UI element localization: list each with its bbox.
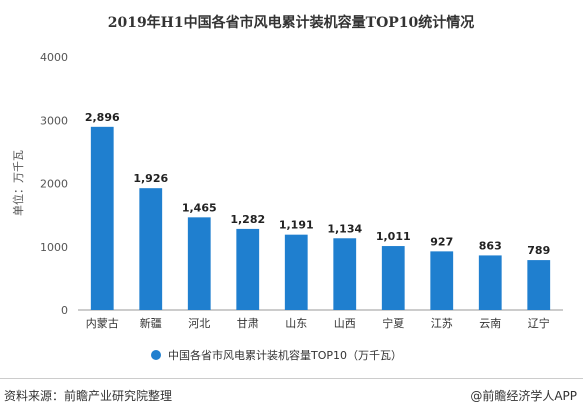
brand-note: @前瞻经济学人APP xyxy=(470,389,577,403)
value-labels-group: 2,896 1,926 1,465 1,282 1,191 1,134 1,011 927 86… xyxy=(85,111,550,257)
bar xyxy=(236,228,260,310)
bar-value-label: 1,926 xyxy=(133,172,168,185)
chart-title: 2019年H1中国各省市风电累计装机容量TOP10统计情况 xyxy=(108,14,475,31)
legend-marker xyxy=(151,350,161,360)
bar-value-label: 2,896 xyxy=(85,111,120,124)
y-tick-label: 2000 xyxy=(40,178,68,191)
bar xyxy=(284,234,308,310)
source-note: 资料来源：前瞻产业研究院整理 xyxy=(4,389,173,403)
y-tick-label: 3000 xyxy=(40,114,68,127)
x-tick-label: 山东 xyxy=(285,317,307,330)
bar xyxy=(381,246,405,310)
y-axis-label: 单位：万千瓦 xyxy=(11,150,25,216)
x-tick-label: 河北 xyxy=(188,317,210,330)
bar-value-label: 1,282 xyxy=(230,213,265,226)
legend-label: 中国各省市风电累计装机容量TOP10（万千瓦） xyxy=(168,348,402,362)
category-labels-group: 内蒙古 新疆 河北 甘肃 山东 山西 宁夏 江苏 云南 辽宁 xyxy=(86,316,550,330)
bar xyxy=(430,251,454,310)
x-tick-label: 辽宁 xyxy=(528,316,550,330)
x-tick-label: 甘肃 xyxy=(237,317,259,330)
bar xyxy=(527,260,551,310)
y-axis-ticks: 0 1000 2000 3000 4000 xyxy=(40,51,68,317)
bars-group xyxy=(90,126,551,310)
legend: 中国各省市风电累计装机容量TOP10（万千瓦） xyxy=(151,348,402,362)
x-tick-label: 江苏 xyxy=(431,317,453,330)
bar xyxy=(187,217,211,310)
bar-value-label: 1,465 xyxy=(182,201,217,214)
x-tick-label: 新疆 xyxy=(140,316,162,330)
bar-value-label: 1,191 xyxy=(279,219,314,232)
footer: 资料来源：前瞻产业研究院整理 @前瞻经济学人APP xyxy=(0,378,583,413)
y-tick-label: 4000 xyxy=(40,51,68,64)
x-tick-label: 云南 xyxy=(479,317,501,330)
bar xyxy=(478,255,502,310)
x-tick-label: 山西 xyxy=(334,317,356,330)
y-tick-label: 0 xyxy=(61,304,68,317)
x-tick-label: 宁夏 xyxy=(382,316,404,330)
bar xyxy=(139,188,163,310)
bar-value-label: 1,134 xyxy=(327,222,362,235)
bar-value-label: 789 xyxy=(527,244,550,257)
bar-value-label: 1,011 xyxy=(376,230,411,243)
bar-value-label: 927 xyxy=(430,235,453,248)
bar-chart: 2019年H1中国各省市风电累计装机容量TOP10统计情况 单位：万千瓦 0 10… xyxy=(11,14,563,362)
y-tick-label: 1000 xyxy=(40,241,68,254)
bar-value-label: 863 xyxy=(479,239,502,252)
x-tick-label: 内蒙古 xyxy=(86,316,119,330)
bar xyxy=(333,238,357,310)
bar xyxy=(90,126,114,310)
